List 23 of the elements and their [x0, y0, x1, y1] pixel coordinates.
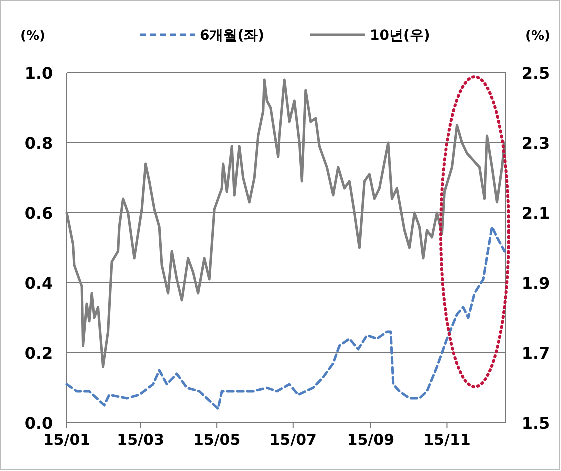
- x-tick-label: 15/11: [424, 431, 471, 449]
- y-tick-label: 0.6: [24, 204, 54, 223]
- line-series: [66, 226, 506, 410]
- x-tick-label: 15/05: [193, 431, 241, 449]
- y-tick-label: 0.0: [24, 414, 54, 433]
- y-tick-label: 0.2: [24, 344, 54, 363]
- x-tick-label: 15/07: [270, 431, 317, 449]
- y2-tick-label: 2.1: [522, 204, 550, 223]
- y2-tick-label: 2.5: [522, 64, 550, 83]
- legend-label: 10년(우): [370, 28, 430, 44]
- x-tick-label: 15/01: [43, 431, 91, 449]
- y-axis-title: (%): [20, 29, 46, 44]
- y-tick-label: 0.8: [24, 134, 54, 153]
- legend-label: 6개월(좌): [200, 28, 265, 44]
- y2-tick-label: 2.3: [522, 134, 550, 153]
- x-tick-label: 15/03: [117, 431, 164, 449]
- y-tick-label: 1.0: [24, 64, 54, 83]
- y2-axis-title: (%): [526, 29, 550, 44]
- y-tick-label: 0.4: [24, 274, 54, 293]
- y2-tick-label: 1.5: [522, 414, 550, 433]
- y2-tick-label: 1.9: [522, 274, 550, 293]
- x-tick-label: 15/09: [347, 431, 395, 449]
- y2-tick-label: 1.7: [522, 344, 550, 363]
